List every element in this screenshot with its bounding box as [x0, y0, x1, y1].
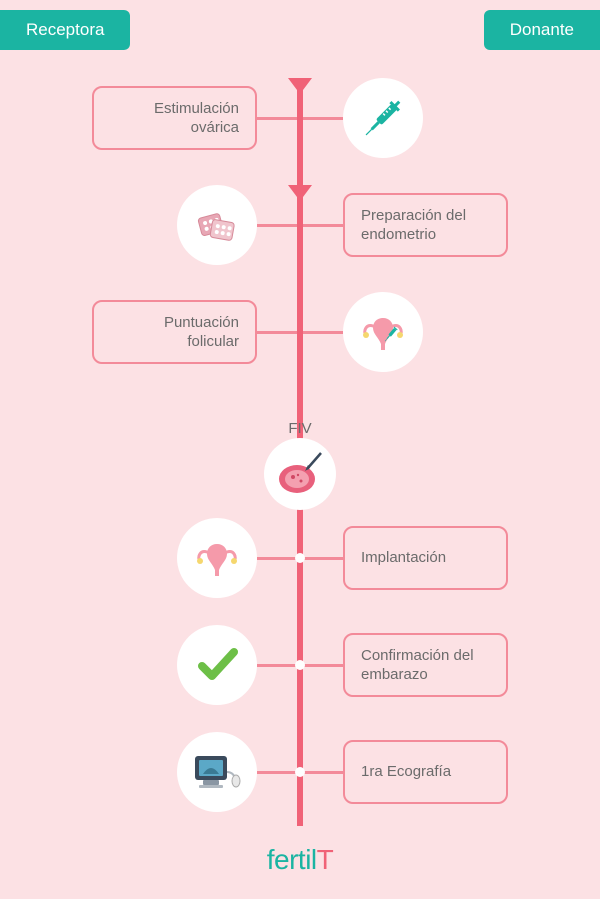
connector: [303, 224, 343, 227]
connector: [303, 664, 343, 667]
header-receptora: Receptora: [0, 10, 130, 50]
step-box: Implantación: [343, 526, 508, 590]
step-row: Preparación del endometrio: [0, 185, 600, 265]
timeline-dot: [295, 767, 305, 777]
connector: [303, 117, 343, 120]
connector: [257, 117, 297, 120]
uterus-icon: [189, 530, 245, 586]
check-icon: [192, 640, 242, 690]
timeline-dot: [295, 553, 305, 563]
step-box: 1ra Ecografía: [343, 740, 508, 804]
step-icon-circle: [177, 518, 257, 598]
connector: [257, 224, 297, 227]
fiv-circle: [264, 438, 336, 510]
step-label: Puntuación folicular: [110, 313, 239, 352]
step-label: Implantación: [361, 548, 446, 568]
logo-text-1: fertil: [267, 844, 317, 875]
step-box: Estimulación ovárica: [92, 86, 257, 150]
step-row: Puntuación folicular: [0, 292, 600, 372]
syringe-icon: [357, 92, 409, 144]
step-label: 1ra Ecografía: [361, 762, 451, 782]
header-donante: Donante: [484, 10, 600, 50]
fiv-label: FIV: [288, 420, 311, 437]
step-icon-circle: [177, 732, 257, 812]
step-icon-circle: [343, 292, 423, 372]
connector: [303, 771, 343, 774]
step-icon-circle: [177, 625, 257, 705]
connector: [303, 331, 343, 334]
connector: [303, 557, 343, 560]
step-row: Confirmación del embarazo: [0, 625, 600, 705]
connector: [257, 331, 297, 334]
uterus-syr-icon: [355, 304, 411, 360]
logo-text-2: T: [317, 844, 334, 875]
step-label: Estimulación ovárica: [110, 99, 239, 138]
step-row: Implantación: [0, 518, 600, 598]
step-icon-circle: [177, 185, 257, 265]
step-row: Estimulación ovárica: [0, 78, 600, 158]
step-row: 1ra Ecografía: [0, 732, 600, 812]
timeline-dot: [295, 660, 305, 670]
step-box: Preparación del endometrio: [343, 193, 508, 257]
connector: [257, 771, 297, 774]
step-label: Confirmación del embarazo: [361, 646, 490, 685]
column-headers: Receptora Donante: [0, 10, 600, 50]
connector: [257, 557, 297, 560]
ultrasound-icon: [189, 744, 245, 800]
step-box: Confirmación del embarazo: [343, 633, 508, 697]
cell-icon: [275, 449, 325, 499]
step-label: Preparación del endometrio: [361, 206, 490, 245]
logo: fertilT: [267, 844, 334, 876]
pills-icon: [190, 198, 244, 252]
step-icon-circle: [343, 78, 423, 158]
connector: [257, 664, 297, 667]
step-box: Puntuación folicular: [92, 300, 257, 364]
